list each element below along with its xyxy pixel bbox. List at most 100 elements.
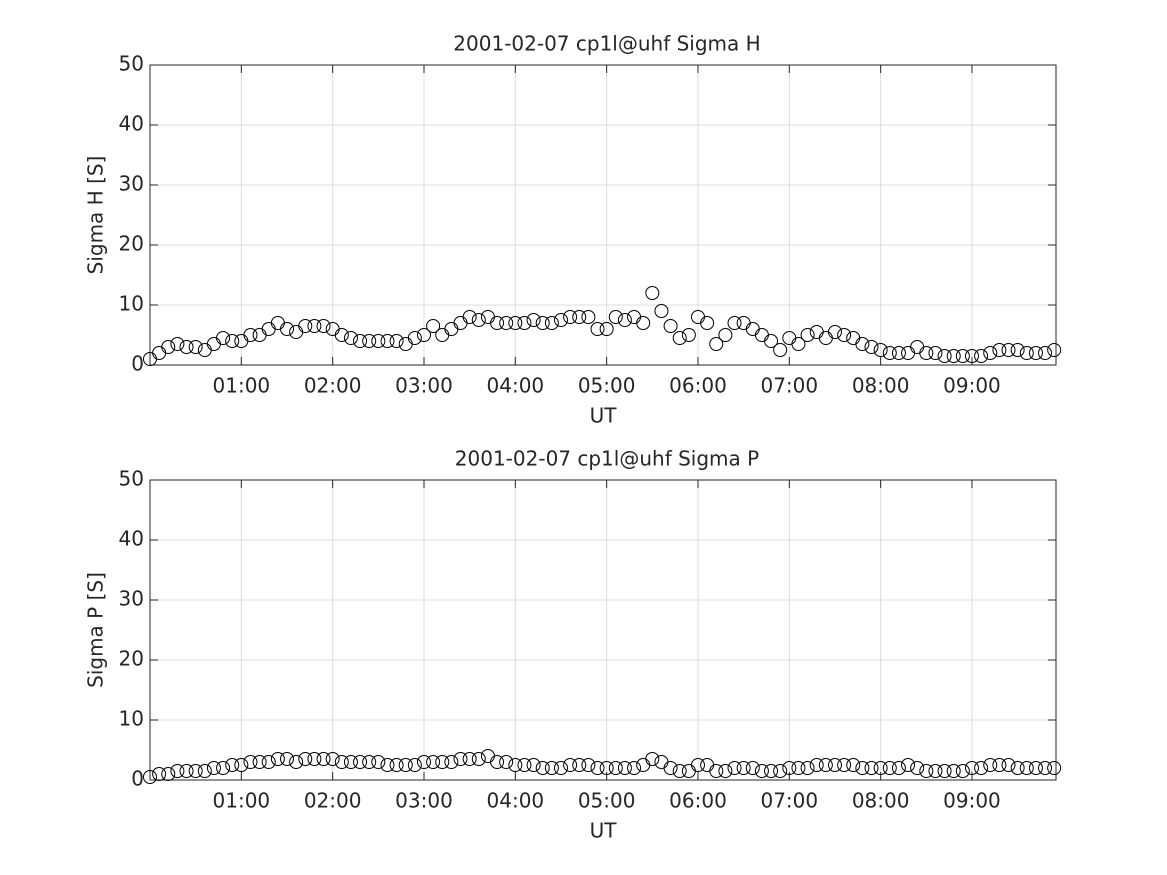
data-point (983, 758, 998, 772)
data-point (334, 755, 349, 769)
x-tick-label: 01:00 (213, 374, 271, 398)
data-point (891, 761, 906, 775)
data-point (243, 755, 258, 769)
data-point (508, 316, 523, 330)
data-point (407, 758, 422, 772)
data-point (599, 761, 614, 775)
data-point (928, 764, 943, 778)
data-point (526, 758, 541, 772)
data-point (590, 322, 605, 336)
data-point (910, 761, 925, 775)
data-point (490, 755, 505, 769)
data-point (353, 334, 368, 348)
data-point (727, 316, 742, 330)
data-point (279, 322, 294, 336)
data-point (216, 761, 231, 775)
data-point (873, 761, 888, 775)
data-point (152, 767, 167, 781)
data-point (380, 334, 395, 348)
data-point (581, 310, 596, 324)
data-point (316, 752, 331, 766)
data-point (891, 346, 906, 360)
data-point (782, 761, 797, 775)
axes-frame (149, 64, 1057, 366)
data-point (170, 764, 185, 778)
data-point (955, 764, 970, 778)
x-tick-label: 07:00 (760, 374, 818, 398)
data-point (1019, 761, 1034, 775)
y-tick-label: 30 (119, 587, 144, 611)
data-point (773, 764, 788, 778)
x-tick-label: 04:00 (487, 374, 545, 398)
data-point (590, 761, 605, 775)
data-point (992, 758, 1007, 772)
data-point (353, 755, 368, 769)
data-point (462, 310, 477, 324)
data-point (389, 334, 404, 348)
data-point (901, 758, 916, 772)
data-point (992, 343, 1007, 357)
data-point (700, 316, 715, 330)
x-tick-label: 04:00 (487, 789, 545, 813)
data-point (964, 349, 979, 363)
data-point (1047, 761, 1062, 775)
data-point (837, 328, 852, 342)
x-tick-label: 03:00 (395, 374, 453, 398)
data-point (553, 761, 568, 775)
data-point (572, 310, 587, 324)
data-point (1019, 346, 1034, 360)
data-point (709, 337, 724, 351)
y-tick-label: 30 (119, 172, 144, 196)
data-point (453, 752, 468, 766)
data-point (289, 755, 304, 769)
data-point (234, 758, 249, 772)
data-point (307, 752, 322, 766)
data-point (937, 349, 952, 363)
data-point (919, 764, 934, 778)
x-tick-label: 09:00 (943, 789, 1001, 813)
data-point (389, 758, 404, 772)
data-point (444, 755, 459, 769)
data-point (544, 316, 559, 330)
data-point (371, 755, 386, 769)
data-point (416, 755, 431, 769)
data-point (919, 346, 934, 360)
data-point (855, 337, 870, 351)
data-point (1038, 346, 1053, 360)
data-point (1001, 758, 1016, 772)
x-tick-label: 05:00 (578, 374, 636, 398)
data-point (672, 764, 687, 778)
data-point (809, 758, 824, 772)
data-point (325, 752, 340, 766)
data-point (426, 319, 441, 333)
data-point (745, 761, 760, 775)
data-point (490, 316, 505, 330)
data-point (261, 755, 276, 769)
data-point (334, 328, 349, 342)
data-point (791, 337, 806, 351)
data-point (462, 752, 477, 766)
data-point (206, 761, 221, 775)
data-point (617, 761, 632, 775)
data-point (298, 319, 313, 333)
data-point (855, 761, 870, 775)
data-point (243, 328, 258, 342)
data-point (188, 764, 203, 778)
data-point (197, 764, 212, 778)
data-point (170, 337, 185, 351)
data-point (636, 316, 651, 330)
data-point (252, 755, 267, 769)
chart-title: 2001-02-07 cp1l@uhf Sigma P (455, 447, 759, 471)
data-point (955, 349, 970, 363)
data-point (946, 349, 961, 363)
x-tick-label: 06:00 (669, 374, 727, 398)
data-point (672, 331, 687, 345)
data-point (161, 767, 176, 781)
y-tick-label: 50 (119, 52, 144, 76)
data-point (572, 758, 587, 772)
data-point (553, 313, 568, 327)
data-point (499, 316, 514, 330)
data-point (471, 313, 486, 327)
data-point (307, 319, 322, 333)
